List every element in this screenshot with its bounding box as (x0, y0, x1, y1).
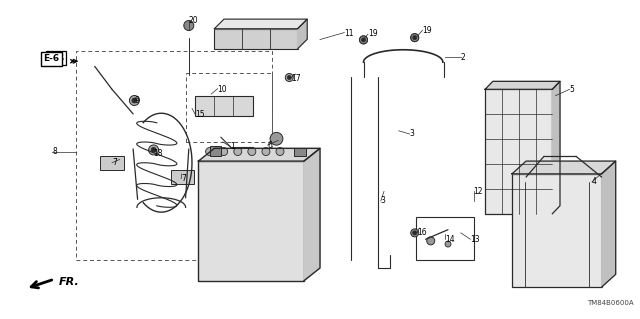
Polygon shape (602, 161, 616, 287)
Text: 7: 7 (181, 174, 186, 183)
Bar (171, 170, 194, 184)
Polygon shape (552, 81, 560, 214)
Text: 8: 8 (52, 147, 57, 156)
Text: 5: 5 (570, 85, 575, 94)
Polygon shape (512, 161, 616, 174)
Circle shape (411, 33, 419, 42)
Circle shape (132, 98, 137, 103)
Polygon shape (485, 81, 560, 89)
Text: 6: 6 (268, 141, 273, 150)
Circle shape (205, 147, 214, 156)
Text: 14: 14 (445, 235, 454, 244)
Bar (512, 174, 602, 287)
Bar (186, 73, 272, 142)
Text: 19: 19 (368, 29, 378, 38)
Polygon shape (214, 19, 307, 29)
Circle shape (234, 147, 242, 156)
Circle shape (413, 36, 417, 40)
Circle shape (276, 147, 284, 156)
Bar (210, 146, 221, 156)
Circle shape (445, 241, 451, 247)
Text: 9: 9 (134, 96, 140, 105)
Text: 7: 7 (112, 158, 117, 167)
Text: 18: 18 (154, 149, 163, 158)
Circle shape (129, 95, 140, 106)
Text: 2: 2 (461, 53, 465, 62)
Circle shape (413, 231, 417, 235)
Circle shape (411, 33, 419, 42)
Circle shape (427, 237, 435, 245)
Text: E-6: E-6 (44, 54, 60, 63)
Bar (416, 217, 474, 260)
Circle shape (148, 145, 159, 155)
Circle shape (362, 38, 365, 42)
Text: 20: 20 (189, 16, 198, 25)
Text: 19: 19 (422, 26, 432, 35)
Text: 16: 16 (417, 228, 427, 237)
Text: 1: 1 (230, 142, 235, 151)
Polygon shape (298, 19, 307, 49)
Circle shape (184, 20, 194, 31)
Text: 15: 15 (195, 110, 205, 119)
Text: 13: 13 (470, 235, 480, 244)
Circle shape (248, 147, 256, 156)
Text: E-6: E-6 (48, 54, 64, 63)
Text: 17: 17 (291, 74, 301, 83)
Polygon shape (198, 148, 320, 161)
Text: 12: 12 (474, 187, 483, 196)
Bar (198, 161, 304, 281)
Text: 4: 4 (592, 177, 597, 186)
Bar (294, 148, 306, 156)
Circle shape (360, 36, 367, 44)
Circle shape (287, 76, 291, 79)
Text: FR.: FR. (59, 277, 79, 287)
Circle shape (270, 132, 283, 145)
Circle shape (360, 36, 367, 44)
Bar (100, 156, 124, 170)
Text: 10: 10 (218, 85, 227, 94)
Text: 3: 3 (381, 197, 386, 205)
Text: TM84B0600A: TM84B0600A (587, 300, 634, 306)
Bar (195, 96, 253, 116)
Bar (485, 89, 552, 214)
Circle shape (411, 229, 419, 237)
Circle shape (285, 73, 293, 82)
Bar (76, 51, 272, 260)
Circle shape (151, 147, 156, 152)
Text: 3: 3 (410, 130, 415, 138)
Bar (214, 29, 298, 49)
Circle shape (262, 147, 270, 156)
Circle shape (220, 147, 228, 156)
Text: 11: 11 (344, 29, 354, 38)
Polygon shape (304, 148, 320, 281)
